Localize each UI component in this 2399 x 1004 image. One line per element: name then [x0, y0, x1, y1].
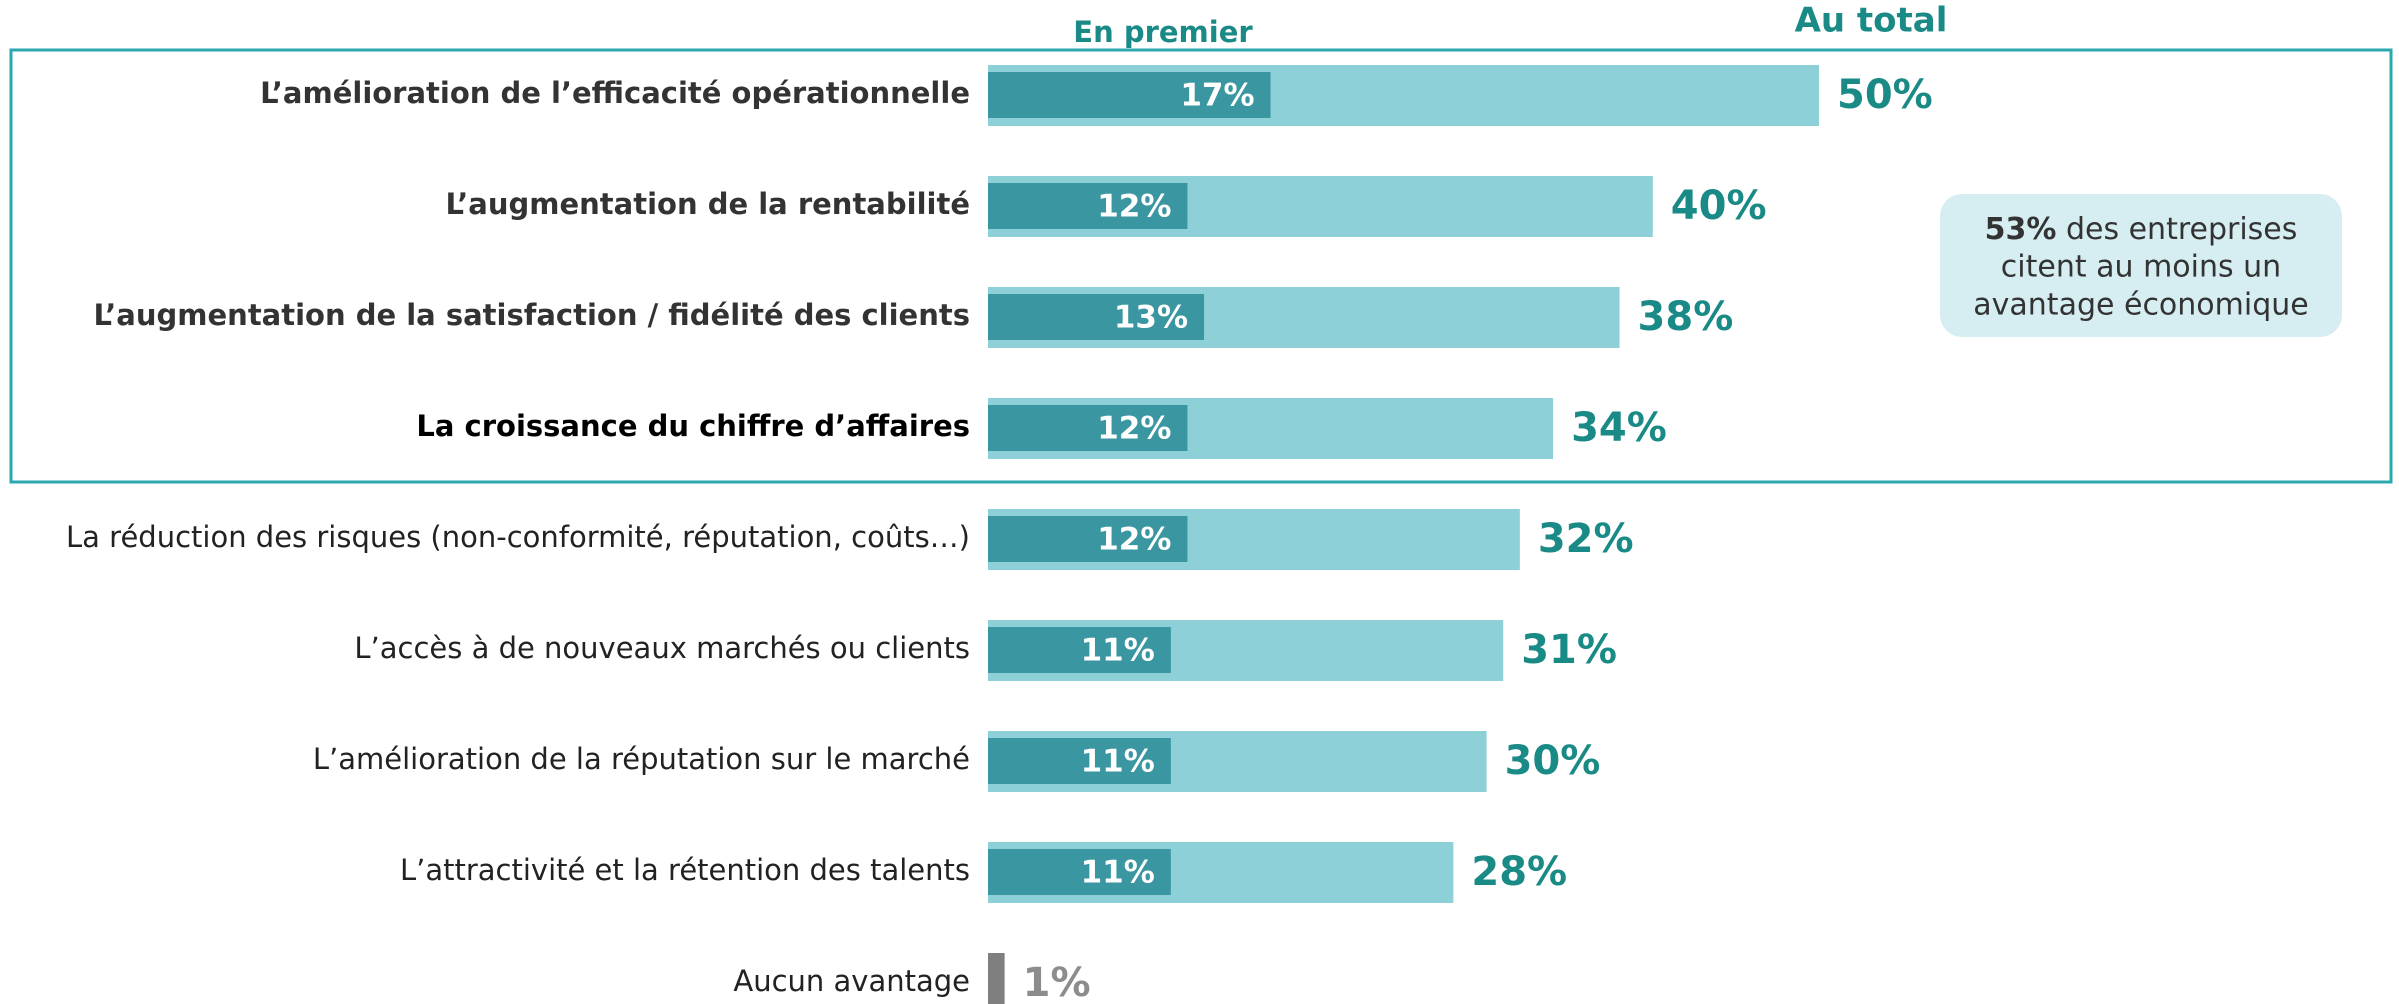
first-bar [988, 627, 1171, 673]
first-value-label: 11% [1081, 633, 1155, 669]
category-label: L’amélioration de la réputation sur le m… [313, 742, 970, 776]
first-value-label: 12% [1097, 522, 1171, 558]
first-value-label: 12% [1097, 189, 1171, 225]
total-value-label: 31% [1521, 627, 1617, 673]
total-bar [988, 953, 1005, 1004]
annotation-line: citent au moins un [2001, 250, 2281, 285]
total-value-label: 1% [1023, 960, 1091, 1004]
first-value-label: 17% [1180, 78, 1254, 114]
category-label: L’accès à de nouveaux marchés ou clients [354, 631, 970, 665]
category-label: L’augmentation de la rentabilité [445, 187, 970, 221]
category-label: La croissance du chiffre d’affaires [416, 409, 970, 443]
total-value-label: 32% [1538, 516, 1634, 562]
first-bar [988, 849, 1171, 895]
category-label: L’augmentation de la satisfaction / fidé… [93, 298, 970, 332]
series-header: En premier [1073, 15, 1253, 49]
category-label: Aucun avantage [733, 964, 970, 998]
total-value-label: 38% [1638, 294, 1734, 340]
category-label: La réduction des risques (non-conformité… [66, 520, 970, 554]
category-label: L’amélioration de l’efficacité opération… [260, 76, 970, 110]
first-bar [988, 405, 1188, 451]
annotation-text: des entreprises [2066, 212, 2297, 247]
first-bar [988, 516, 1188, 562]
total-value-label: 28% [1471, 849, 1567, 895]
first-bar [988, 183, 1188, 229]
first-value-label: 11% [1081, 855, 1155, 891]
total-value-label: 30% [1505, 738, 1601, 784]
total-value-label: 50% [1837, 72, 1933, 118]
annotation-line: 53% des entreprises [1985, 212, 2298, 247]
first-value-label: 11% [1081, 744, 1155, 780]
total-value-label: 40% [1671, 183, 1767, 229]
first-value-label: 13% [1114, 300, 1188, 336]
series-header: Au total [1795, 1, 1948, 41]
highlight-frame [9, 48, 2393, 484]
category-label: L’attractivité et la rétention des talen… [400, 853, 970, 887]
annotation-bold: 53% [1985, 212, 2057, 247]
first-bar [988, 294, 1205, 340]
annotation-line: avantage économique [1973, 288, 2308, 323]
annotation-box [1940, 194, 2342, 337]
first-bar [988, 738, 1171, 784]
total-value-label: 34% [1571, 405, 1667, 451]
first-value-label: 12% [1097, 411, 1171, 447]
first-bar [988, 72, 1271, 118]
